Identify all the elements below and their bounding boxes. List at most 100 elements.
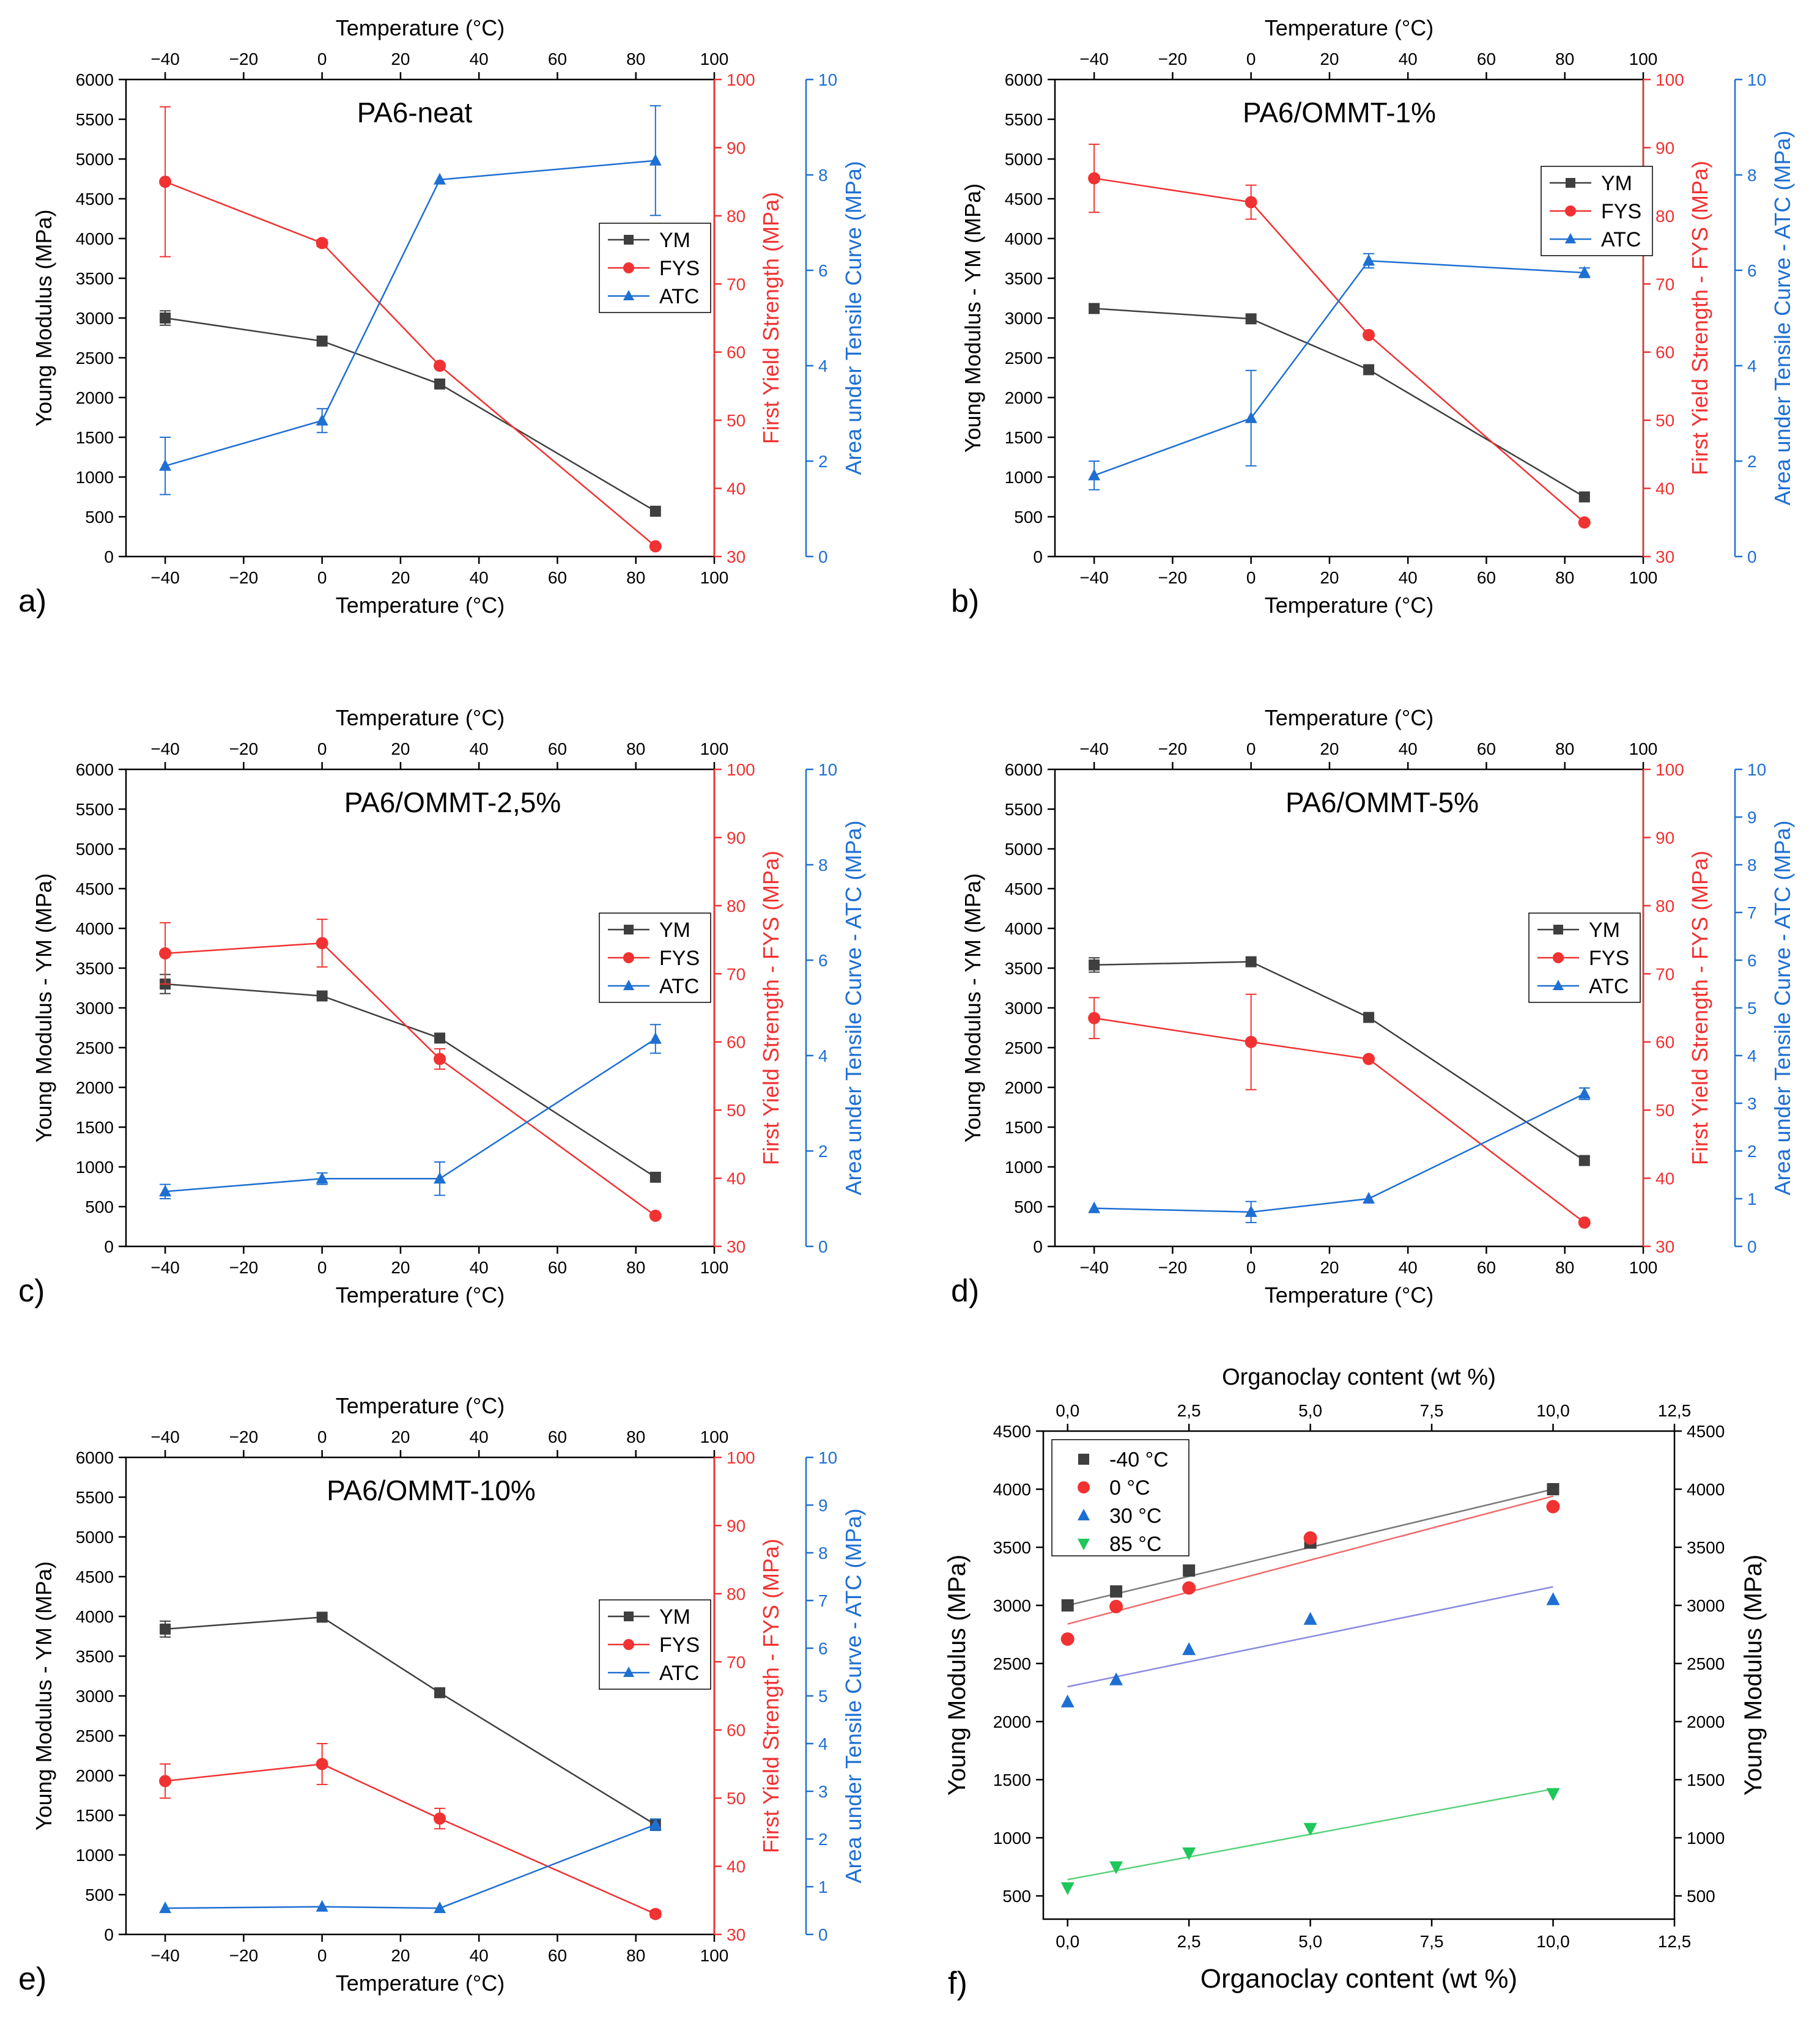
data-point-atc	[1363, 1192, 1375, 1204]
legend-label: ATC	[1589, 975, 1629, 998]
data-point-atc	[159, 1901, 172, 1914]
x-axis-label: Temperature (°C)	[336, 1282, 505, 1308]
y-tick-label-atc: 7	[818, 1591, 828, 1610]
x-tick-label-top: −20	[229, 50, 259, 68]
x-tick-label-top: 80	[626, 1427, 645, 1446]
data-point-fys	[1245, 196, 1257, 209]
y-tick-label-atc: 0	[818, 1925, 828, 1944]
y-tick-label-atc: 10	[1747, 70, 1766, 89]
y-tick-label-left: 2000	[1005, 388, 1043, 407]
legend-marker	[623, 952, 634, 963]
y-tick-label-left: 6000	[76, 1448, 114, 1467]
legend-label: YM	[659, 1605, 690, 1629]
data-point-fys	[1363, 1053, 1375, 1065]
legend-label: YM	[1589, 919, 1620, 942]
series-line-atc	[165, 1824, 656, 1909]
y-tick-label-fys: 100	[1655, 760, 1684, 779]
y-tick-label-fys: 50	[727, 1101, 745, 1120]
x-tick-label: 100	[1629, 1258, 1658, 1277]
legend: YM FYS ATC	[599, 912, 711, 1003]
x-axis-label-top: Temperature (°C)	[336, 1393, 505, 1418]
x-tick-label-top: 100	[1629, 50, 1658, 68]
x-tick-label-top: 20	[391, 1427, 410, 1446]
y-tick-label-left: 4000	[76, 229, 114, 248]
plot-frame	[125, 78, 716, 558]
y-tick-label-left: 500	[85, 1885, 114, 1904]
x-tick-label-top: 0,0	[1056, 1401, 1079, 1420]
y-tick-label-fys: 80	[1655, 897, 1674, 916]
legend-marker	[1553, 952, 1564, 963]
x-tick-label-top: −40	[150, 739, 180, 758]
data-point-fys	[1578, 1216, 1591, 1229]
legend: YM FYS ATC	[1528, 912, 1641, 1003]
y-tick-label-left: 500	[1014, 508, 1043, 527]
legend-label: 85 °C	[1109, 1533, 1161, 1556]
legend-marker	[1553, 980, 1564, 990]
x-tick-label-top: 20	[1320, 739, 1339, 758]
y-tick-label-left: 4500	[76, 879, 114, 898]
x-tick-label-top: 0	[1246, 50, 1256, 68]
x-tick-label: 40	[470, 1258, 489, 1277]
legend: YM FYS ATC	[599, 1599, 711, 1690]
y-tick-label-fys: 60	[727, 1033, 745, 1052]
data-point-atc	[1245, 1205, 1257, 1217]
y-tick-label-left: 3000	[76, 999, 114, 1018]
y-tick-label-left: 1000	[1005, 1158, 1043, 1177]
x-tick-label-top: 100	[1629, 739, 1658, 758]
legend-label: ATC	[1601, 228, 1641, 251]
y-tick-label-fys: 60	[1655, 343, 1674, 362]
x-tick-label-top: 100	[700, 739, 729, 758]
y-tick-label-atc: 0	[818, 547, 828, 566]
legend-marker	[1078, 1509, 1090, 1520]
x-tick-label: 80	[1555, 568, 1574, 587]
y-tick-label-fys: 90	[1655, 138, 1674, 157]
data-point-atc	[316, 1172, 328, 1184]
legend: YM FYS ATC	[1541, 166, 1653, 256]
data-point	[1109, 1672, 1123, 1686]
x-tick-label: −40	[150, 1258, 180, 1277]
x-tick-label: −20	[229, 1258, 259, 1277]
y-axis-label-atc: Area under Tensile Curve - ATC (MPa)	[1770, 821, 1795, 1196]
y-tick-label-left: 500	[85, 1197, 114, 1216]
legend-box	[1051, 1439, 1189, 1556]
data-point-ym	[434, 1687, 446, 1698]
y-tick-label-left: 6000	[1005, 760, 1043, 779]
x-tick-label-top: 80	[626, 739, 645, 758]
x-tick-label-top: 100	[700, 50, 729, 68]
y-tick-label-left: 1500	[76, 428, 114, 447]
data-point-fys	[316, 237, 328, 250]
x-tick-label: 80	[626, 1258, 645, 1277]
data-point	[1546, 1788, 1560, 1801]
y-tick-label-fys: 50	[1655, 1101, 1674, 1120]
y-tick-label-left: 2500	[76, 1726, 114, 1745]
x-tick-label: −40	[1079, 568, 1109, 587]
y-tick-label-left: 5000	[1005, 150, 1043, 169]
data-point-ym	[434, 378, 446, 390]
x-tick-label-top: 0	[317, 50, 327, 68]
x-tick-label-top: 20	[391, 50, 410, 68]
y-tick-label-left: 2000	[993, 1712, 1031, 1731]
y-tick-label-left: 500	[1002, 1887, 1031, 1906]
legend-label: YM	[659, 229, 690, 252]
data-point-ym	[1363, 1012, 1375, 1023]
x-tick-label: 7,5	[1420, 1932, 1444, 1951]
y-axis-label-fys: First Yield Strength - FYS (MPa)	[1687, 851, 1712, 1165]
legend-label: FYS	[1601, 200, 1641, 223]
y-tick-label-left: 4500	[1005, 879, 1043, 898]
fit-line	[1067, 1586, 1553, 1688]
legend-marker	[624, 925, 634, 934]
data-point	[1303, 1823, 1317, 1836]
y-axis-label-fys: First Yield Strength - FYS (MPa)	[758, 851, 783, 1165]
y-tick-label-atc: 1	[818, 1878, 828, 1897]
legend-label: ATC	[659, 975, 699, 998]
y-tick-label-right: 2500	[1687, 1654, 1725, 1673]
y-tick-label-right: 3500	[1687, 1538, 1725, 1557]
x-axis-label-top: Temperature (°C)	[336, 705, 505, 730]
y-tick-label-fys: 100	[727, 760, 755, 779]
series-line-ym	[165, 1616, 656, 1826]
y-tick-label-left: 2000	[76, 1078, 114, 1097]
x-tick-label-top: −40	[1079, 50, 1109, 68]
y-tick-label-atc: 4	[1747, 1046, 1757, 1065]
y-tick-label-left: 6000	[1005, 70, 1043, 89]
legend-label: FYS	[659, 1634, 700, 1657]
